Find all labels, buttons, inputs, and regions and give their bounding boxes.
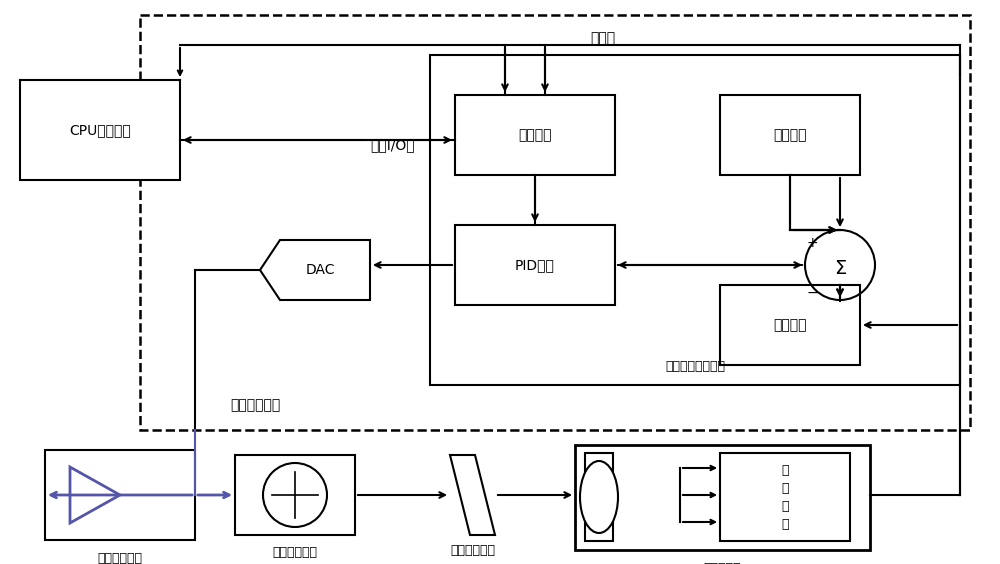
Polygon shape	[450, 455, 495, 535]
Bar	[720, 95, 860, 175]
Text: 直流无刷电机: 直流无刷电机	[272, 547, 318, 559]
Bar	[45, 450, 195, 540]
Text: 电机驱动电路: 电机驱动电路	[98, 552, 143, 564]
Bar	[140, 15, 970, 430]
Bar	[20, 80, 180, 180]
Bar	[455, 225, 615, 305]
Bar	[585, 453, 613, 541]
Text: DAC: DAC	[305, 263, 335, 277]
Text: Σ: Σ	[834, 258, 846, 277]
Text: CPU主控电路: CPU主控电路	[69, 123, 131, 137]
Polygon shape	[260, 240, 370, 300]
Text: 主机接口: 主机接口	[518, 128, 552, 142]
Bar	[575, 445, 870, 550]
Text: −: −	[806, 286, 818, 300]
Text: 控制线: 控制线	[590, 31, 615, 45]
Text: 插
值
电
路: 插 值 电 路	[781, 464, 789, 531]
Text: PID调节: PID调节	[515, 258, 555, 272]
Ellipse shape	[580, 461, 618, 533]
Text: 光电编码器: 光电编码器	[703, 562, 741, 564]
Bar	[720, 285, 860, 365]
Text: 反馈控制电路: 反馈控制电路	[230, 398, 280, 412]
Bar	[720, 453, 850, 541]
Bar	[235, 455, 355, 535]
Bar	[455, 95, 615, 175]
Text: 目标位置: 目标位置	[773, 128, 807, 142]
Text: 全息衍射光栅: 全息衍射光栅	[450, 544, 496, 557]
Text: 电机专用控制芯片: 电机专用控制芯片	[665, 360, 725, 373]
Text: +: +	[806, 236, 818, 250]
Bar	[430, 55, 960, 385]
Text: 主机I/O口: 主机I/O口	[370, 138, 415, 152]
Text: 反馈位置: 反馈位置	[773, 318, 807, 332]
